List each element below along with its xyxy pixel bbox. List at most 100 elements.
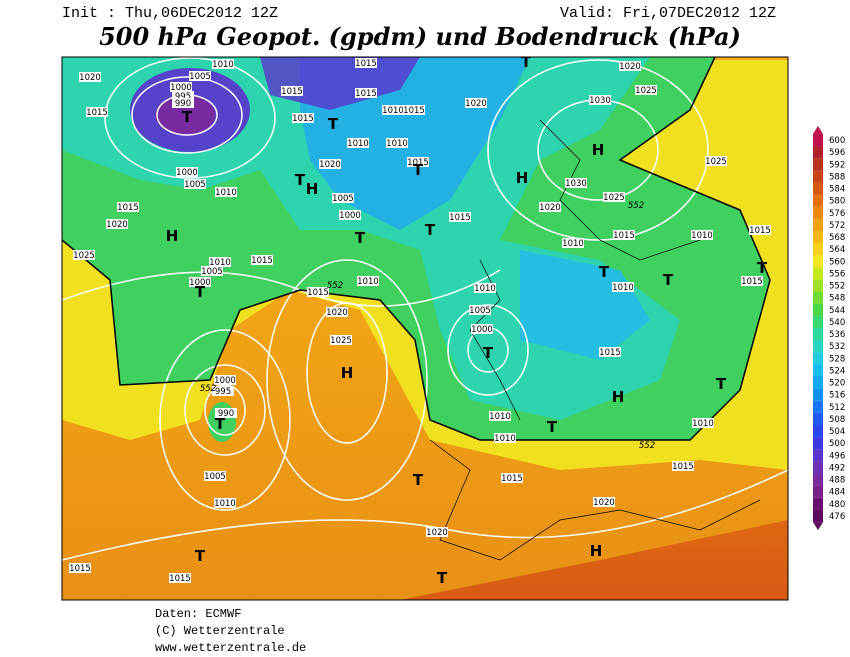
colorbar-label: 512 — [829, 403, 845, 413]
colorbar-label: 532 — [829, 342, 845, 352]
isobar-label-bg — [172, 98, 194, 108]
colorbar-label: 500 — [829, 439, 845, 449]
isobar-label-bg — [170, 82, 192, 92]
isobar-label-bg — [613, 230, 635, 240]
isobar-label-bg — [330, 335, 352, 345]
isobar-label: 1015 — [86, 108, 108, 118]
map-frame — [61, 56, 789, 601]
pressure-center: T — [757, 259, 768, 277]
552-contour — [62, 57, 771, 441]
colorbar-swatch — [813, 509, 823, 523]
isobar-label: 1010 — [612, 283, 634, 293]
colorbar-swatch — [813, 461, 823, 474]
colorbar-label: 580 — [829, 197, 845, 207]
isobar-label: 1010 — [562, 239, 584, 249]
isobar-label-bg — [749, 225, 771, 235]
colorbar-label: 516 — [829, 391, 845, 401]
colorbar-swatch — [813, 340, 823, 353]
isobar-label: 1025 — [705, 157, 727, 167]
isobar-label-bg — [474, 283, 496, 293]
colorbar-swatch — [813, 194, 823, 207]
pressure-center: T — [413, 471, 424, 489]
isobar-label: 1010 — [382, 106, 404, 116]
isobar-label-bg — [204, 471, 226, 481]
isobar-label: 1025 — [603, 193, 625, 203]
pressure-center: T — [328, 115, 339, 133]
colorbar-swatch — [813, 182, 823, 195]
isobar-label: 1005 — [189, 72, 211, 82]
isobar-label-bg — [215, 187, 237, 197]
colorbar-swatch — [813, 279, 823, 292]
isobar-label: 990 — [175, 99, 191, 109]
isobar-label: 1000 — [214, 376, 236, 386]
isobar-label-bg — [209, 257, 231, 267]
colorbar-label: 496 — [829, 451, 845, 461]
pressure-center: H — [516, 169, 529, 187]
isobar-label: 1005 — [184, 180, 206, 190]
pressure-center: T — [521, 53, 532, 71]
colorbar-swatch — [813, 412, 823, 426]
isobar-label-bg — [599, 347, 621, 357]
colorbar-swatch — [813, 218, 823, 231]
isobar-label-bg — [106, 219, 128, 229]
isobar-label-bg — [471, 324, 493, 334]
colorbar-label: 600 — [829, 136, 845, 146]
isobar-label: 1010 — [386, 139, 408, 149]
isobar-label-bg — [215, 408, 237, 418]
colorbar-swatch — [813, 425, 823, 438]
isobar-label: 1015 — [307, 288, 329, 298]
isobar-label-bg — [307, 287, 329, 297]
colorbar-label: 484 — [829, 488, 845, 498]
isobar-label: 1000 — [176, 168, 198, 178]
colorbar-label: 520 — [829, 379, 845, 389]
isobar-label: 1015 — [355, 89, 377, 99]
isobar-label: 1005 — [201, 267, 223, 277]
isobar-label-bg — [69, 563, 91, 573]
isobar-label-bg — [603, 192, 625, 202]
colorbar-swatch — [813, 170, 823, 183]
pressure-center: H — [341, 364, 354, 382]
colorbar-swatch — [813, 437, 823, 450]
isobar-label: 1030 — [565, 179, 587, 189]
isobar-label-bg — [339, 210, 361, 220]
isobar-label-bg — [407, 157, 429, 167]
colorbar-label: 584 — [829, 185, 845, 195]
isobar-label: 1000 — [471, 325, 493, 335]
isobar-label: 1010 — [212, 60, 234, 70]
pressure-center: T — [425, 221, 436, 239]
colorbar-swatch — [813, 449, 823, 462]
pressure-center: T — [547, 418, 558, 436]
pressure-center: T — [195, 547, 206, 565]
isobar-label-bg — [635, 85, 657, 95]
isobar-label: 1015 — [355, 59, 377, 69]
isobar-label: 1015 — [69, 564, 91, 574]
isobar-label: 1015 — [251, 256, 273, 266]
isobar-label-bg — [172, 91, 194, 101]
isobar-label: 1020 — [465, 99, 487, 109]
map-area — [62, 57, 788, 600]
isobar-label-bg — [212, 386, 234, 396]
isobar-label-bg — [189, 71, 211, 81]
isobar-label: 1010 — [347, 139, 369, 149]
isobar-label-bg — [117, 202, 139, 212]
isobar-label-bg — [212, 59, 234, 69]
isobar-label: 1020 — [79, 73, 101, 83]
colorbar-swatch — [813, 376, 823, 389]
colorbar-swatch — [813, 243, 823, 256]
isobar-label: 1000 — [339, 211, 361, 221]
pressure-center: T — [483, 344, 494, 362]
isobar-label-bg — [494, 433, 516, 443]
pressure-center: T — [295, 171, 306, 189]
colorbar-label: 568 — [829, 233, 845, 243]
isobar-label: 1015 — [292, 114, 314, 124]
colorbar-swatch — [813, 328, 823, 341]
isobar-label: 990 — [218, 409, 234, 419]
isobar-label-bg — [281, 86, 303, 96]
isobar-label-bg — [705, 156, 727, 166]
isobar-label-bg — [593, 497, 615, 507]
isobar-label: 1005 — [469, 306, 491, 316]
isobar-label: 1015 — [407, 158, 429, 168]
isobar-label: 1015 — [117, 203, 139, 213]
